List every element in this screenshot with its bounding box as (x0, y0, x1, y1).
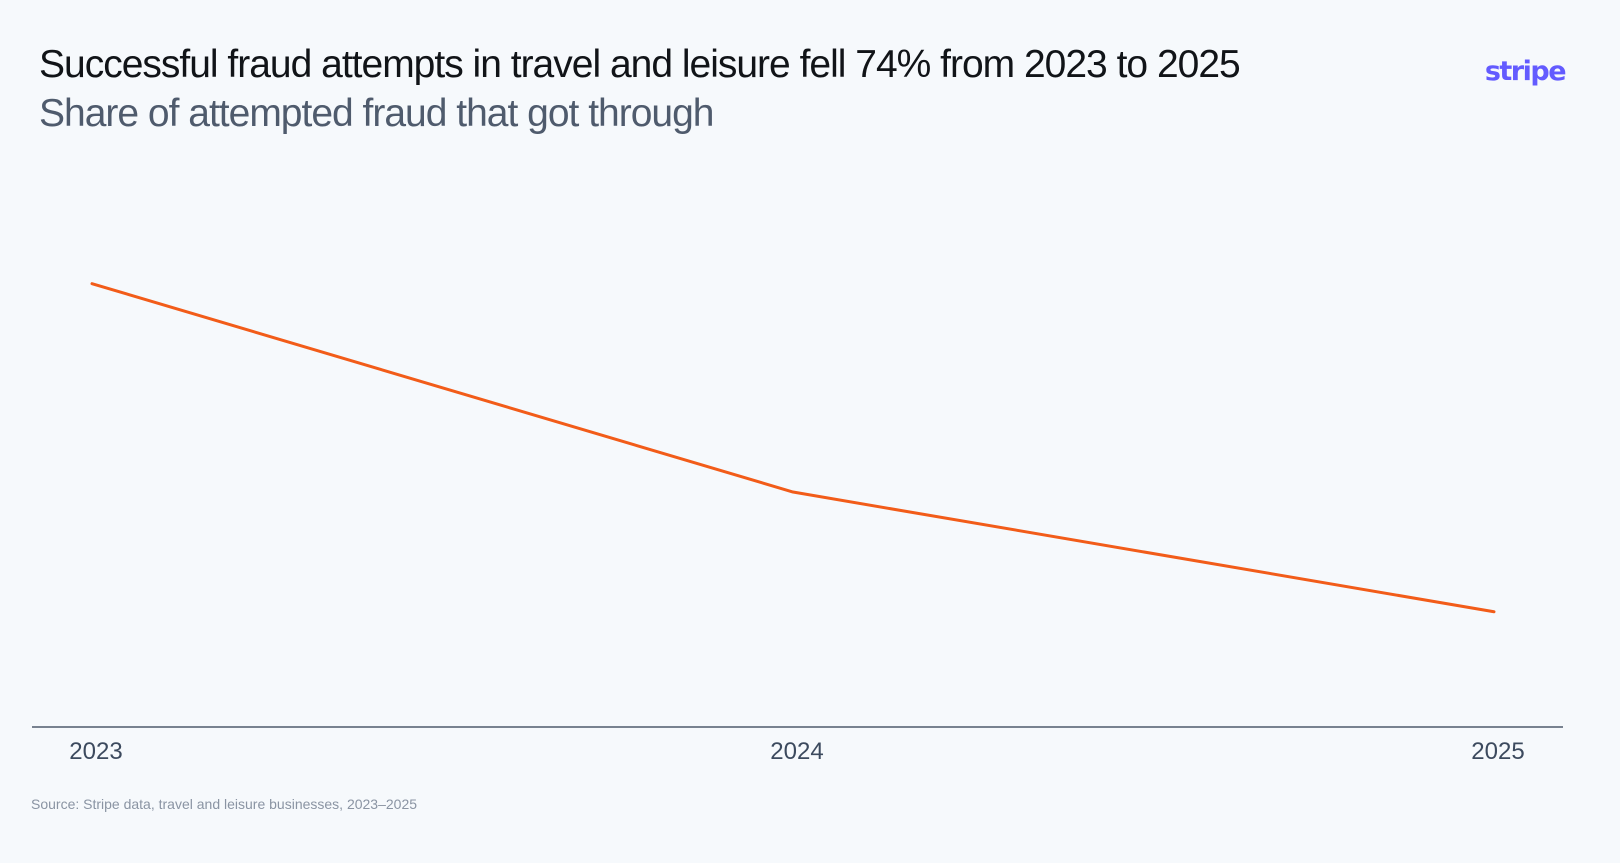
stripe-logo: stripe (1484, 56, 1567, 87)
series-layer (90, 282, 1496, 614)
x-tick-labels: 2023 2024 2025 (69, 738, 1524, 765)
x-tick-label: 2023 (69, 738, 122, 765)
x-tick-label: 2025 (1471, 738, 1524, 765)
series-line (90, 282, 1496, 614)
source-note: Source: Stripe data, travel and leisure … (31, 796, 418, 812)
chart-title: Successful fraud attempts in travel and … (39, 43, 1241, 86)
x-tick-label: 2024 (770, 738, 823, 765)
chart-subtitle: Share of attempted fraud that got throug… (39, 92, 714, 135)
